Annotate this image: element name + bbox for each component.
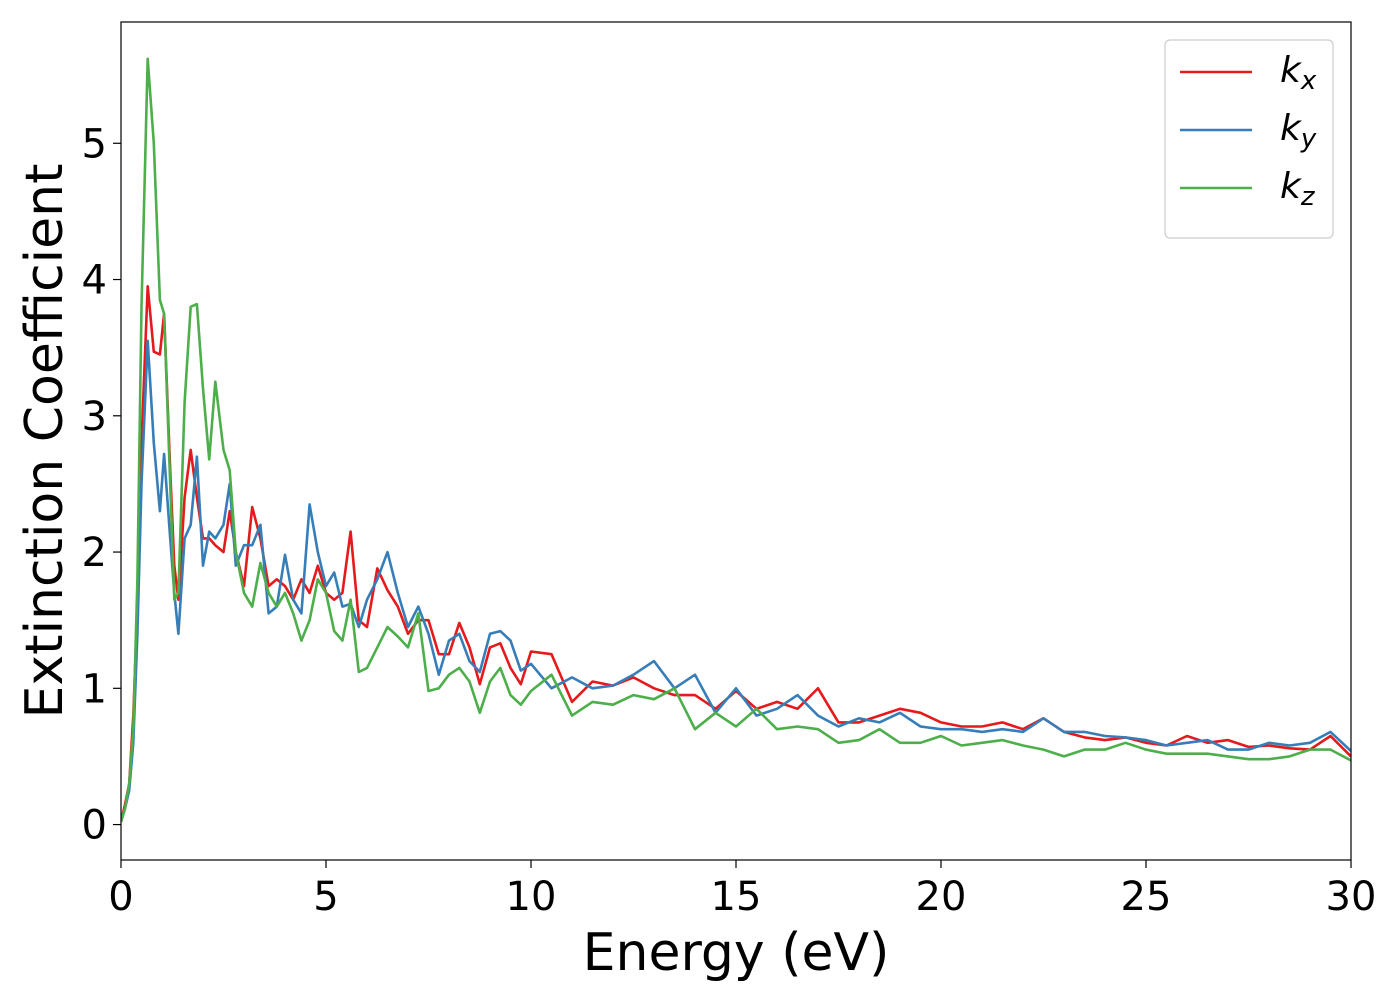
x-axis-label: Energy (eV) (583, 923, 890, 983)
legend-label: kz (1280, 166, 1316, 212)
x-tick-label: 20 (916, 874, 967, 920)
x-tick-label: 0 (108, 874, 133, 920)
y-tick-label: 2 (82, 530, 107, 576)
y-tick-label: 4 (82, 258, 107, 304)
y-axis-label: Extinction Coefficient (15, 164, 75, 719)
y-tick-label: 3 (82, 394, 107, 440)
x-tick-label: 5 (313, 874, 338, 920)
legend-label: ky (1280, 108, 1317, 154)
y-tick-label: 0 (82, 803, 107, 849)
y-tick-label: 1 (82, 666, 107, 712)
legend-label: kx (1280, 50, 1317, 96)
x-tick-label: 15 (711, 874, 762, 920)
x-tick-label: 30 (1326, 874, 1377, 920)
series-line (121, 57, 1351, 823)
plot-lines (121, 57, 1351, 823)
y-tick-label: 5 (82, 121, 107, 167)
series-line (121, 339, 1351, 823)
x-tick-label: 10 (506, 874, 557, 920)
x-tick-label: 25 (1121, 874, 1172, 920)
legend: kx ky kz (1164, 39, 1334, 239)
